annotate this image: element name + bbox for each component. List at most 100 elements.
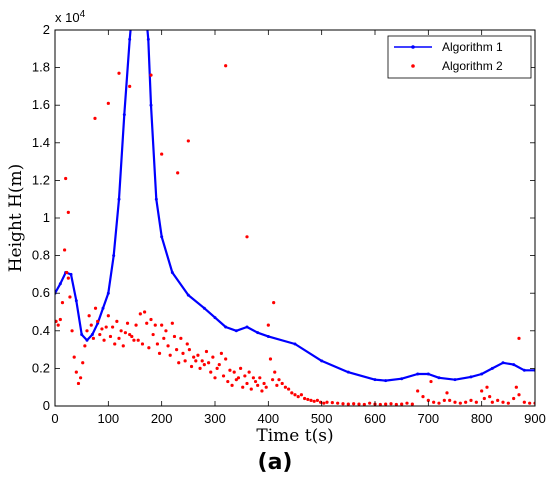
- series-2-point: [186, 139, 190, 143]
- series-2-point: [98, 332, 102, 337]
- series-2-point: [239, 366, 243, 370]
- x-tick-label: 600: [364, 411, 386, 426]
- series-2-point: [469, 398, 473, 402]
- series-2-point: [179, 336, 183, 340]
- y-multiplier: x 104: [55, 9, 86, 25]
- series-2-point: [128, 84, 132, 88]
- series-2-point: [299, 393, 303, 397]
- series-1-point: [224, 325, 228, 329]
- x-tick-label: 200: [151, 411, 173, 426]
- line-chart: 0 100 200 300 400 500 600 700 800 900 0 0.2 0.4 0.6 0…: [6, 9, 546, 446]
- y-tick-label: 2: [43, 22, 50, 37]
- series-2-point: [111, 325, 115, 329]
- series-2-point: [517, 336, 521, 340]
- series-2-point: [330, 401, 334, 405]
- series-2-point: [143, 310, 147, 314]
- y-tick-label: 0.2: [32, 360, 50, 375]
- series-2-point: [474, 400, 478, 404]
- series-1-point: [117, 197, 121, 201]
- series-2-point: [296, 395, 300, 399]
- series-2-point: [512, 396, 516, 401]
- series-1-point: [266, 334, 270, 338]
- series-2-point: [166, 344, 170, 348]
- series-2-point: [140, 342, 145, 346]
- series-1-point: [490, 366, 494, 370]
- series-2-point: [453, 400, 457, 404]
- series-2-point: [234, 378, 238, 382]
- series-1-point: [512, 363, 516, 367]
- series-2-point: [155, 342, 159, 346]
- series-2-point: [130, 334, 134, 339]
- series-2-point: [312, 399, 316, 403]
- series-1-point: [85, 338, 89, 342]
- series-2-point: [400, 402, 404, 406]
- series-2-point: [256, 383, 260, 387]
- series-2-point: [245, 235, 249, 239]
- series-2-point: [200, 359, 204, 363]
- series-2-point: [106, 101, 110, 105]
- series-2-point: [198, 366, 202, 370]
- series-1-point: [384, 379, 388, 383]
- series-2-point: [464, 400, 468, 404]
- series-2-point: [168, 353, 172, 357]
- series-2-point: [138, 312, 142, 316]
- series-2-point: [480, 389, 484, 393]
- series-1-point: [146, 37, 150, 41]
- series-2-point: [488, 395, 492, 399]
- series-2-point: [66, 276, 70, 280]
- series-2-point: [160, 323, 164, 327]
- series-2-point: [228, 368, 232, 372]
- series-2-point: [405, 401, 409, 405]
- series-2-point: [306, 397, 310, 402]
- series-2-point: [219, 351, 223, 355]
- series-2-point: [175, 348, 179, 352]
- series-2-point: [58, 317, 62, 322]
- series-2-point: [230, 383, 234, 387]
- series-2-point: [121, 344, 125, 348]
- series-1-point: [453, 378, 457, 382]
- series-2-point: [56, 323, 60, 327]
- series-2-point: [207, 361, 211, 365]
- series-2-point: [346, 402, 350, 406]
- series-2-point: [309, 398, 313, 402]
- series-2-point: [215, 366, 219, 370]
- series-2-point: [352, 402, 356, 406]
- series-2-point: [162, 336, 166, 340]
- series-2-point: [149, 73, 153, 77]
- series-2-point: [79, 376, 83, 380]
- series-2-point: [189, 364, 194, 369]
- y-tick-label: 0.4: [32, 323, 50, 338]
- series-2-point: [204, 349, 209, 354]
- series-2-point: [362, 402, 366, 406]
- series-2-point: [115, 319, 119, 323]
- series-1-point: [469, 375, 473, 379]
- legend: Algorithm 1 Algorithm 2: [387, 35, 532, 79]
- x-tick-label: 300: [204, 411, 226, 426]
- series-2-point: [145, 321, 149, 325]
- series-2-point: [432, 400, 436, 404]
- series-2-point: [187, 348, 191, 352]
- series-2-point: [522, 400, 526, 404]
- series-2-point: [429, 379, 433, 384]
- x-tick-label: 700: [417, 411, 439, 426]
- series-2-point: [410, 402, 414, 406]
- series-1-point: [170, 271, 174, 275]
- series-2-point: [213, 376, 217, 380]
- series-2-point: [260, 389, 264, 393]
- series-1-point: [144, 10, 147, 13]
- series-2-point: [85, 329, 89, 333]
- series-2-point: [81, 361, 85, 365]
- legend-swatch-marker-2: [411, 64, 415, 68]
- series-2-point: [211, 355, 215, 359]
- legend-box: [387, 35, 532, 79]
- series-2-point: [303, 396, 307, 401]
- series-2-point: [89, 323, 93, 327]
- series-2-point: [196, 353, 200, 357]
- series-1-point: [101, 306, 105, 310]
- series-2-point: [247, 370, 251, 374]
- series-2-point: [384, 402, 388, 406]
- series-2-point: [108, 334, 113, 339]
- series-2-point: [258, 376, 262, 380]
- series-2-point: [280, 381, 284, 386]
- series-1-point: [437, 376, 441, 380]
